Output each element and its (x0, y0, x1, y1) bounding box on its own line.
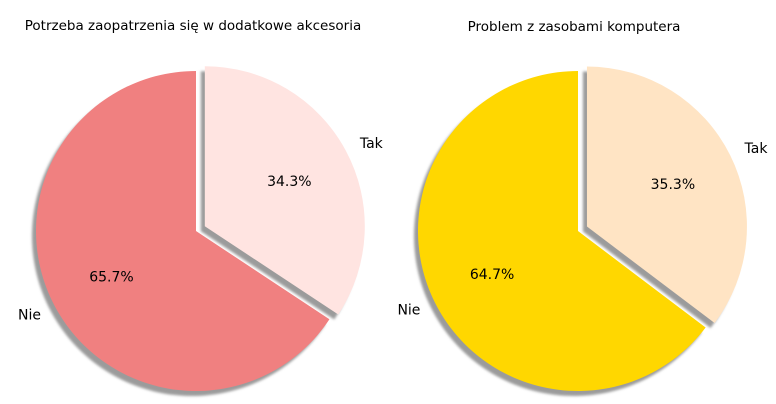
pie-slices (36, 66, 365, 391)
pie-slice-tak (586, 66, 747, 324)
slice-percent-nie: 65.7% (89, 269, 133, 285)
slice-label-nie: Nie (397, 302, 420, 318)
pie-slice-tak (204, 66, 365, 315)
pie-slice-nie (36, 70, 330, 391)
slice-percent-nie: 64.7% (470, 267, 514, 283)
slice-label-tak: Tak (744, 141, 769, 157)
slice-label-nie: Nie (18, 307, 41, 323)
pie-slices (418, 66, 747, 391)
pie-slice-nie (418, 70, 706, 391)
pie-chart-2: Problem z zasobami komputera Tak Nie 35.… (397, 19, 768, 396)
chart-title: Problem z zasobami komputera (468, 19, 681, 35)
slice-percent-tak: 35.3% (651, 177, 695, 193)
chart-title: Potrzeba zaopatrzenia się w dodatkowe ak… (25, 18, 361, 34)
pie-chart-1: Potrzeba zaopatrzenia się w dodatkowe ak… (18, 18, 384, 396)
slice-label-tak: Tak (359, 136, 384, 152)
slice-percent-tak: 34.3% (267, 174, 311, 190)
